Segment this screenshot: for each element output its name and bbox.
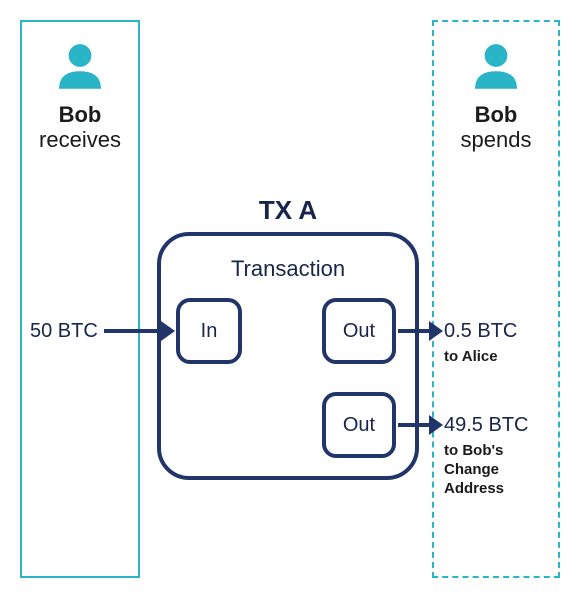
panel-title-name: Bob [475,102,518,127]
avatar-bob-receives [52,38,108,94]
caption-out2: to Bob'sChangeAddress [444,442,504,498]
tx-title: TX A [248,195,328,226]
arrow-out1-head [429,321,443,341]
left-panel-title: Bobreceives [22,102,138,153]
amount-out2: 49.5 BTC [444,414,528,437]
panel-title-action: receives [39,127,121,152]
arrow-out1-line [398,329,430,333]
out-box-1: Out [322,298,396,364]
caption-out1: to Alice [444,348,498,367]
arrow-input-head [161,321,175,341]
panel-title-name: Bob [59,102,102,127]
panel-title-action: spends [461,127,532,152]
right-panel-title: Bobspends [434,102,558,153]
amount-input: 50 BTC [30,320,98,343]
out-box-2: Out [322,392,396,458]
amount-out1: 0.5 BTC [444,320,517,343]
arrow-out2-line [398,423,430,427]
arrow-input-line [104,329,162,333]
left-panel: Bobreceives [20,20,140,578]
avatar-bob-spends [468,38,524,94]
transaction-label: Transaction [161,256,415,282]
arrow-out2-head [429,415,443,435]
in-box: In [176,298,242,364]
